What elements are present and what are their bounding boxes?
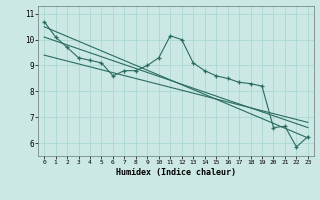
- X-axis label: Humidex (Indice chaleur): Humidex (Indice chaleur): [116, 168, 236, 177]
